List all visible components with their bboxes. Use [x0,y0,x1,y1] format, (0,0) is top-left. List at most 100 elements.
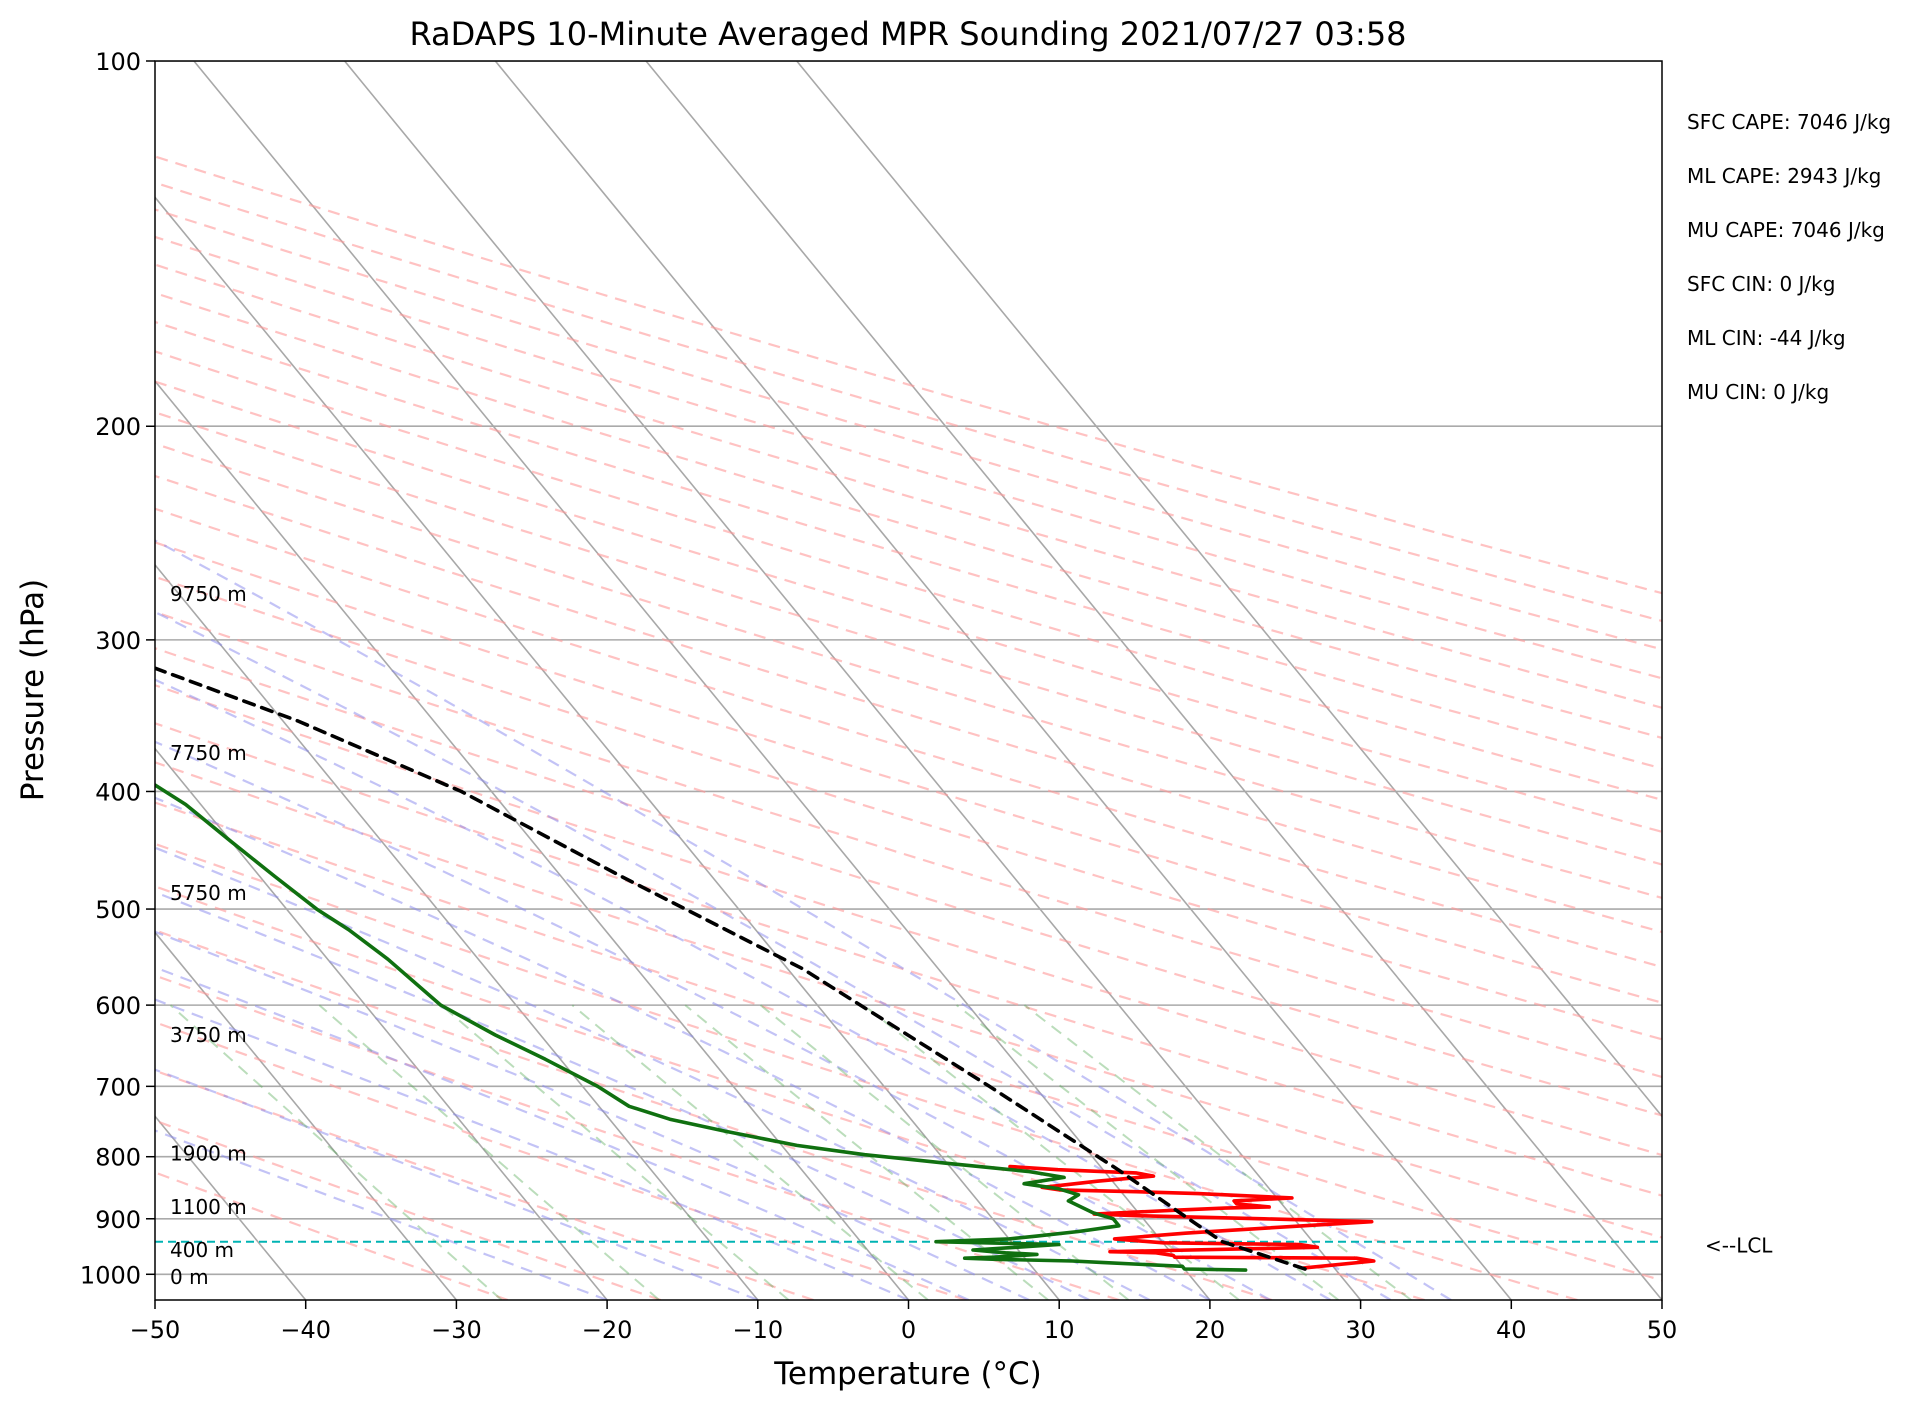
y-tick-label: 500 [95,896,141,924]
moist-adiabat [155,1129,608,1300]
y-tick-label: 1000 [80,1261,141,1289]
dewpoint-trace [155,782,1248,1272]
dry-adiabat [155,610,1662,1079]
mixing-ratio-line [571,1004,929,1300]
chart-title: RaDAPS 10-Minute Averaged MPR Sounding 2… [409,15,1406,53]
y-tick-label: 100 [95,48,141,76]
height-label: 1900 m [170,1141,247,1165]
dry-adiabat [155,842,1578,1300]
dry-adiabat [155,885,1426,1300]
axes: −50 −40 −30 −20 −10 0 10 20 30 40 50 100 200 300 400 50… [80,48,1677,1344]
dry-adiabat [155,181,1662,623]
dry-adiabat [155,1119,662,1300]
y-tick-label: 900 [95,1206,141,1234]
dry-adiabat [155,722,1662,1197]
mixing-ratio-line [863,1004,1240,1300]
dry-adiabat [155,974,1120,1300]
isotherm [155,196,1060,1300]
dry-adiabat [155,929,1273,1300]
x-tick-label: 20 [1195,1316,1226,1344]
dry-adiabat [155,442,1662,900]
x-tick-label: −40 [280,1316,331,1344]
y-tick-label: 400 [95,778,141,806]
x-tick-label: −20 [582,1316,633,1344]
dry-adiabat [155,1021,967,1300]
moist-adiabat [155,678,1332,1300]
isotherm [0,61,4,1300]
lcl-label: <--LCL [1705,1234,1773,1258]
height-label: 5750 m [170,881,247,905]
isotherm [155,563,759,1300]
y-tick-label: 200 [95,413,141,441]
dry-adiabat [155,474,1662,934]
index-label: ML CAPE: 2943 J/kg [1687,164,1881,188]
isotherm [494,61,1512,1300]
dry-adiabat [155,761,1662,1239]
height-label: 0 m [170,1265,209,1289]
x-tick-label: −10 [732,1316,783,1344]
isotherm [344,61,1362,1300]
parcel-trace [155,666,1307,1271]
dry-adiabat [155,320,1662,770]
x-tick-label: 40 [1496,1316,1527,1344]
x-axis-label: Temperature (°C) [773,1356,1042,1392]
isotherm [193,61,1211,1300]
moist-adiabat [155,930,1030,1300]
moist-adiabat [155,1068,759,1300]
mixing-ratio-line [440,1004,790,1300]
moist-adiabat [155,610,1392,1300]
dry-adiabat [155,1171,509,1300]
dry-adiabat [155,684,1662,1157]
height-label: 9750 m [170,582,247,606]
dry-adiabat [155,801,1662,1282]
isotherm [645,61,1662,1300]
index-label: SFC CIN: 0 J/kg [1687,272,1835,296]
x-tick-label: −30 [431,1316,482,1344]
x-tick-label: 0 [901,1316,916,1344]
dry-adiabat [155,291,1662,740]
moist-adiabat [155,796,1211,1300]
isotherm [155,747,608,1300]
y-tick-label: 300 [95,627,141,655]
dry-adiabat [155,208,1662,651]
height-label: 1100 m [170,1195,247,1219]
y-tick-label: 600 [95,992,141,1020]
dry-adiabat [155,575,1662,1041]
isotherm [155,931,458,1300]
isotherm [796,61,1662,1118]
height-label: 3750 m [170,1023,247,1047]
height-label: 400 m [170,1238,234,1262]
dry-adiabat [155,507,1662,969]
y-tick-label: 800 [95,1144,141,1172]
x-tick-label: 30 [1345,1316,1376,1344]
isotherm [155,379,910,1300]
x-tick-label: 50 [1647,1316,1678,1344]
background-lines [0,61,1662,1300]
dry-adiabat [155,380,1662,833]
index-label: SFC CAPE: 7046 J/kg [1687,110,1891,134]
x-tick-label: 10 [1044,1316,1075,1344]
annotations: 0 m 400 m 1100 m 1900 m 3750 m 5750 m 7750 m 97… [170,110,1891,1289]
dry-adiabat [155,263,1662,709]
height-label: 7750 m [170,741,247,765]
moist-adiabat [155,846,1151,1300]
dry-adiabat [155,1069,814,1300]
index-label: ML CIN: -44 J/kg [1687,326,1846,350]
dry-adiabat [155,350,1662,801]
moist-adiabat [155,966,970,1300]
mixing-ratio-line [955,1004,1340,1300]
y-axis-label: Pressure (hPa) [15,579,51,801]
dry-adiabat [155,411,1662,866]
index-label: MU CIN: 0 J/kg [1687,380,1829,404]
index-label: MU CAPE: 7046 J/kg [1687,218,1885,242]
data-lines [155,666,1662,1272]
moist-adiabat [155,539,1452,1300]
dry-adiabat [155,235,1662,680]
dry-adiabat [155,541,1662,1004]
x-tick-label: −50 [130,1316,181,1344]
mixing-ratio-line [169,1004,503,1300]
dry-adiabat [155,155,1662,595]
dry-adiabat [155,647,1662,1117]
y-tick-label: 700 [95,1073,141,1101]
